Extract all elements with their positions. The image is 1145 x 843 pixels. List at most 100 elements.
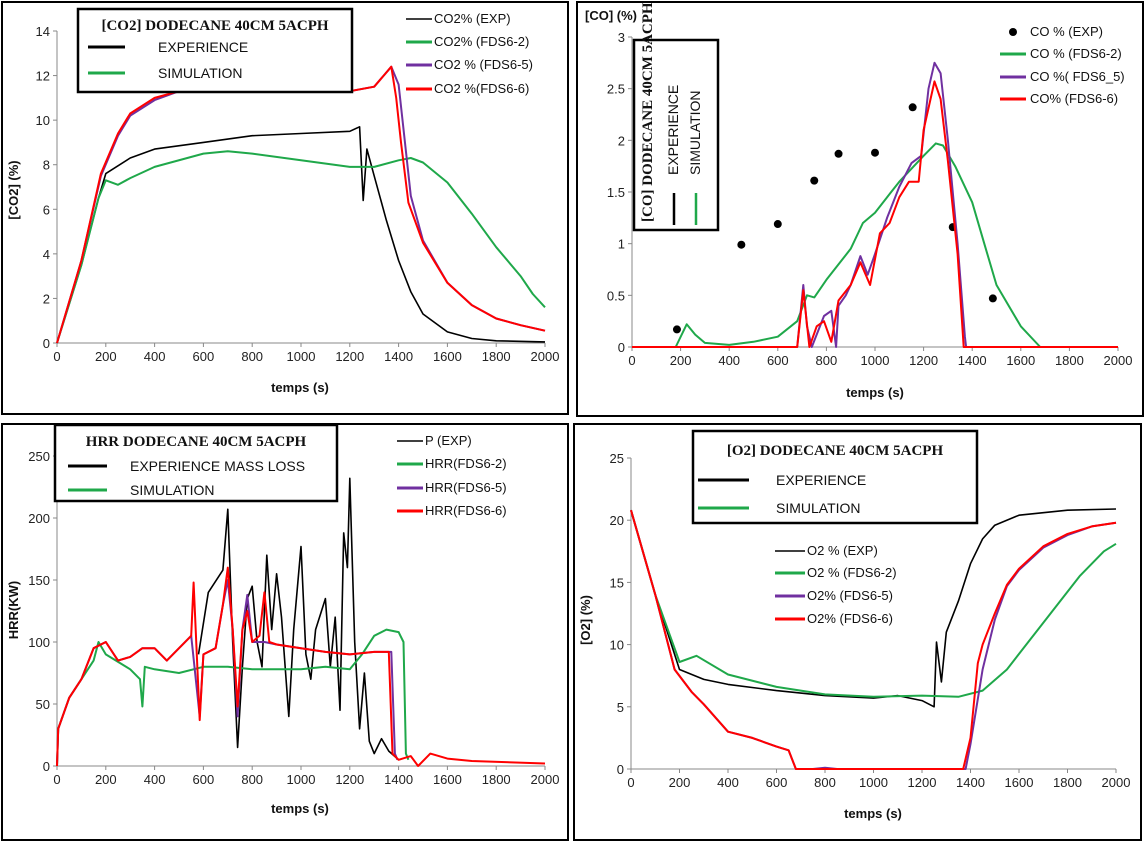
series-line: [630, 509, 1117, 698]
chart-panel-1: 0 200 400 600 800 1000 1200 1400 1600 1800 2000 0 2 4…: [1, 1, 569, 415]
x-tick-label: 2000: [1104, 353, 1133, 368]
x-tick-label: 800: [241, 349, 263, 364]
legend-label: CO %( FDS6_5): [1030, 69, 1125, 84]
x-tick-label: 800: [816, 353, 838, 368]
legend-label: P (EXP): [425, 433, 472, 448]
series-co2-fds6-6-: [56, 65, 546, 344]
y-tick-label: 100: [28, 635, 50, 650]
legend-label: O2% (FDS6-6): [807, 611, 893, 626]
data-point: [834, 149, 843, 158]
x-tick-label: 1000: [287, 772, 316, 787]
title-box: [O2] DODECANE 40CM 5ACPH EXPERIENCE SIMULA…: [691, 429, 979, 525]
y-tick-label: 5: [617, 700, 624, 715]
box-legend-label: SIMULATION: [687, 90, 703, 175]
series-line: [56, 566, 546, 767]
title-box: [CO] DODECANE 40CM 5ACPH EXPERIENCE SIMULA…: [632, 2, 720, 232]
series-line: [56, 126, 546, 344]
y-axis-label: [CO] (%): [585, 8, 637, 23]
y-tick-label: 250: [28, 449, 50, 464]
legend-label: HRR(FDS6-2): [425, 456, 507, 471]
x-tick-label: 800: [241, 772, 263, 787]
y-tick-label: 2: [43, 291, 50, 306]
y-tick-label: 1: [618, 237, 625, 252]
y-tick-label: 1.5: [607, 185, 625, 200]
y-axis-label: [O2] (%): [578, 595, 593, 645]
series-o2-fds6-2-: [630, 509, 1117, 698]
data-point: [773, 220, 782, 229]
y-tick-label: 50: [36, 697, 50, 712]
x-tick-label: 800: [814, 775, 836, 790]
y-tick-label: 6: [43, 202, 50, 217]
x-axis-label: temps (s): [271, 801, 329, 816]
x-tick-label: 2000: [531, 349, 560, 364]
x-tick-label: 200: [95, 349, 117, 364]
legend-label: CO2 %(FDS6-6): [434, 81, 529, 96]
x-tick-label: 1200: [335, 349, 364, 364]
box-legend-label: SIMULATION: [158, 65, 243, 81]
x-tick-label: 600: [766, 775, 788, 790]
series-line: [632, 80, 1118, 348]
series-line: [197, 477, 400, 761]
x-tick-label: 400: [144, 349, 166, 364]
x-tick-label: 600: [767, 353, 789, 368]
data-point: [737, 240, 746, 249]
x-tick-label: 1600: [433, 772, 462, 787]
y-tick-label: 0: [617, 762, 624, 777]
x-tick-label: 1200: [909, 353, 938, 368]
x-tick-label: 1600: [1005, 775, 1034, 790]
y-tick-label: 12: [36, 69, 50, 84]
legend-label: CO2% (EXP): [434, 11, 511, 26]
x-tick-label: 0: [627, 775, 634, 790]
chart-panel-4: 0 200 400 600 800 1000 1200 1400 1600 1800 2000 0 5 1…: [573, 423, 1142, 841]
series-co2-exp-: [56, 126, 546, 344]
x-tick-label: 1800: [1055, 353, 1084, 368]
series-o2-fds6-6-: [630, 509, 1117, 770]
y-axis-label: [CO2] (%): [6, 160, 21, 219]
box-legend-label: SIMULATION: [130, 482, 215, 498]
x-tick-label: 600: [193, 772, 215, 787]
x-tick-label: 200: [670, 353, 692, 368]
series-line: [630, 508, 1117, 708]
x-tick-label: 0: [53, 772, 60, 787]
legend-label: O2% (FDS6-5): [807, 588, 893, 603]
title-box-frame: [691, 429, 979, 525]
x-tick-label: 2000: [1102, 775, 1131, 790]
box-legend-label: EXPERIENCE MASS LOSS: [130, 458, 305, 474]
y-tick-label: 200: [28, 511, 50, 526]
legend-label: CO2% (FDS6-2): [434, 34, 529, 49]
x-tick-label: 0: [628, 353, 635, 368]
y-tick-label: 0: [618, 340, 625, 355]
legend-label: HRR(FDS6-5): [425, 480, 507, 495]
x-tick-label: 1400: [384, 349, 413, 364]
x-tick-label: 1600: [433, 349, 462, 364]
chart-title: [CO] DODECANE 40CM 5ACPH: [640, 2, 656, 222]
y-tick-label: 3: [618, 30, 625, 45]
x-tick-label: 1400: [958, 353, 987, 368]
data-point: [672, 325, 681, 334]
series-co-fds6-2-: [632, 142, 1118, 348]
x-tick-label: 1000: [861, 353, 890, 368]
y-tick-label: 0: [43, 759, 50, 774]
y-tick-label: 10: [610, 638, 624, 653]
x-tick-label: 1000: [859, 775, 888, 790]
x-tick-label: 1600: [1006, 353, 1035, 368]
series-line: [56, 150, 546, 344]
x-tick-label: 200: [669, 775, 691, 790]
series-p-exp-: [197, 477, 400, 761]
box-legend-label: SIMULATION: [776, 500, 861, 516]
x-tick-label: 400: [144, 772, 166, 787]
x-axis-label: temps (s): [844, 806, 902, 821]
title-box-frame: [632, 38, 720, 232]
series-o2-exp-: [630, 508, 1117, 708]
box-legend-label: EXPERIENCE: [158, 39, 248, 55]
series-line: [632, 142, 1118, 348]
y-tick-label: 8: [43, 158, 50, 173]
box-legend-label: EXPERIENCE: [776, 472, 866, 488]
x-tick-label: 1000: [287, 349, 316, 364]
series-hrr-fds6-6-: [56, 566, 546, 767]
data-point: [988, 294, 997, 303]
legend-marker: [1009, 28, 1017, 36]
data-point: [871, 148, 879, 157]
y-tick-label: 10: [36, 113, 50, 128]
